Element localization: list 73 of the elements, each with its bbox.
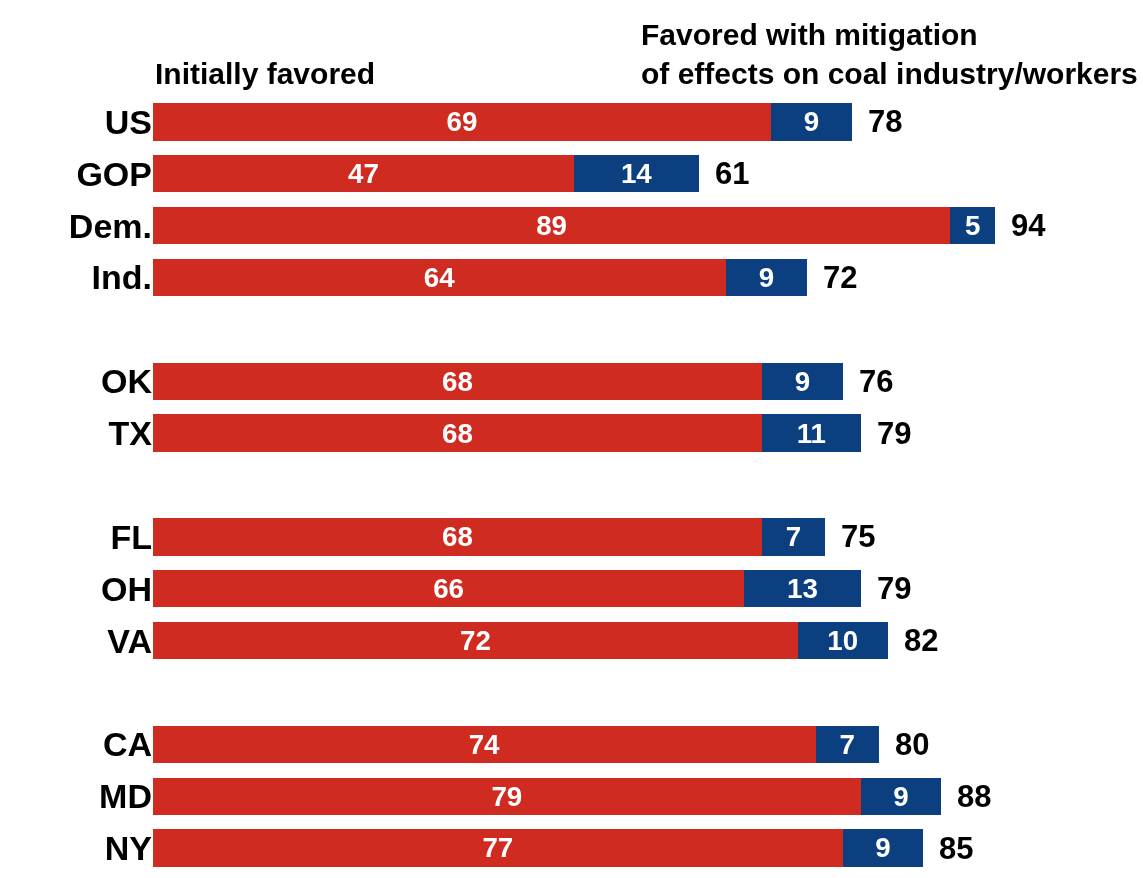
total-label: 88 — [957, 779, 992, 814]
y-tick-label: TX — [108, 414, 153, 453]
data-label: 9 — [893, 780, 909, 812]
y-tick-label: MD — [99, 777, 152, 816]
data-label: 5 — [964, 210, 981, 242]
bar — [153, 777, 861, 815]
bar — [762, 414, 861, 452]
bar — [762, 518, 825, 556]
total-label: 78 — [868, 104, 903, 139]
data-label: 14 — [620, 158, 653, 190]
total-label: 79 — [877, 416, 912, 451]
bar — [744, 570, 861, 608]
data-label: 10 — [827, 625, 859, 656]
bar — [153, 621, 798, 660]
data-label: 66 — [433, 573, 465, 605]
bar — [815, 725, 879, 764]
data-label: 11 — [796, 417, 827, 449]
bar — [574, 155, 700, 193]
bar — [153, 362, 763, 400]
bar — [153, 518, 763, 556]
y-tick-label: FL — [110, 517, 152, 556]
y-tick-label: VA — [107, 621, 152, 660]
total-label: 80 — [895, 727, 930, 762]
bar — [153, 258, 727, 297]
bar — [153, 414, 763, 452]
text: Favored with mitigation of effects on coal industry/workers — [641, 18, 1138, 90]
data-label: 9 — [875, 832, 891, 864]
bar — [762, 362, 843, 400]
total-label: 79 — [877, 571, 912, 606]
data-label: 7 — [839, 728, 855, 760]
y-tick-label: GOP — [76, 154, 152, 193]
data-label: 64 — [423, 261, 456, 293]
data-label: 74 — [468, 728, 501, 760]
total-label: 75 — [841, 519, 876, 554]
bar — [153, 206, 951, 245]
y-tick-label: OH — [101, 569, 152, 608]
data-label: 69 — [446, 106, 478, 138]
data-label: 89 — [536, 210, 568, 242]
bar — [726, 258, 807, 297]
bar — [771, 103, 852, 141]
bar — [842, 829, 924, 867]
total-label: 61 — [715, 156, 750, 191]
y-tick-label: Dem. — [68, 206, 152, 245]
data-label: 68 — [442, 521, 473, 553]
data-label: 68 — [442, 365, 473, 397]
bar — [153, 725, 816, 764]
y-tick-label: NY — [104, 828, 153, 867]
total-label: 94 — [1011, 208, 1047, 243]
bar — [153, 155, 574, 193]
total-label: 72 — [823, 260, 858, 295]
series-label: Initially favored — [155, 57, 376, 90]
data-label: 72 — [460, 625, 491, 656]
data-label: 47 — [348, 158, 379, 190]
total-label: 85 — [939, 831, 974, 866]
bar — [153, 103, 772, 141]
bar — [860, 777, 942, 815]
bar — [153, 570, 745, 608]
data-label: 77 — [482, 832, 514, 864]
bar — [153, 829, 843, 867]
data-label: 7 — [785, 521, 802, 553]
data-label: 9 — [803, 106, 820, 138]
data-label: 9 — [794, 365, 811, 397]
total-label: 82 — [904, 623, 939, 658]
y-tick-label: OK — [101, 362, 153, 401]
y-tick-label: CA — [102, 725, 152, 764]
data-label: 13 — [786, 573, 818, 605]
bar — [797, 621, 888, 660]
data-label: 79 — [491, 780, 523, 812]
total-label: 76 — [859, 364, 894, 399]
y-tick-label: US — [104, 102, 152, 141]
data-label: 9 — [758, 261, 775, 293]
data-label: 68 — [442, 417, 473, 449]
y-tick-label: Ind. — [91, 258, 152, 297]
